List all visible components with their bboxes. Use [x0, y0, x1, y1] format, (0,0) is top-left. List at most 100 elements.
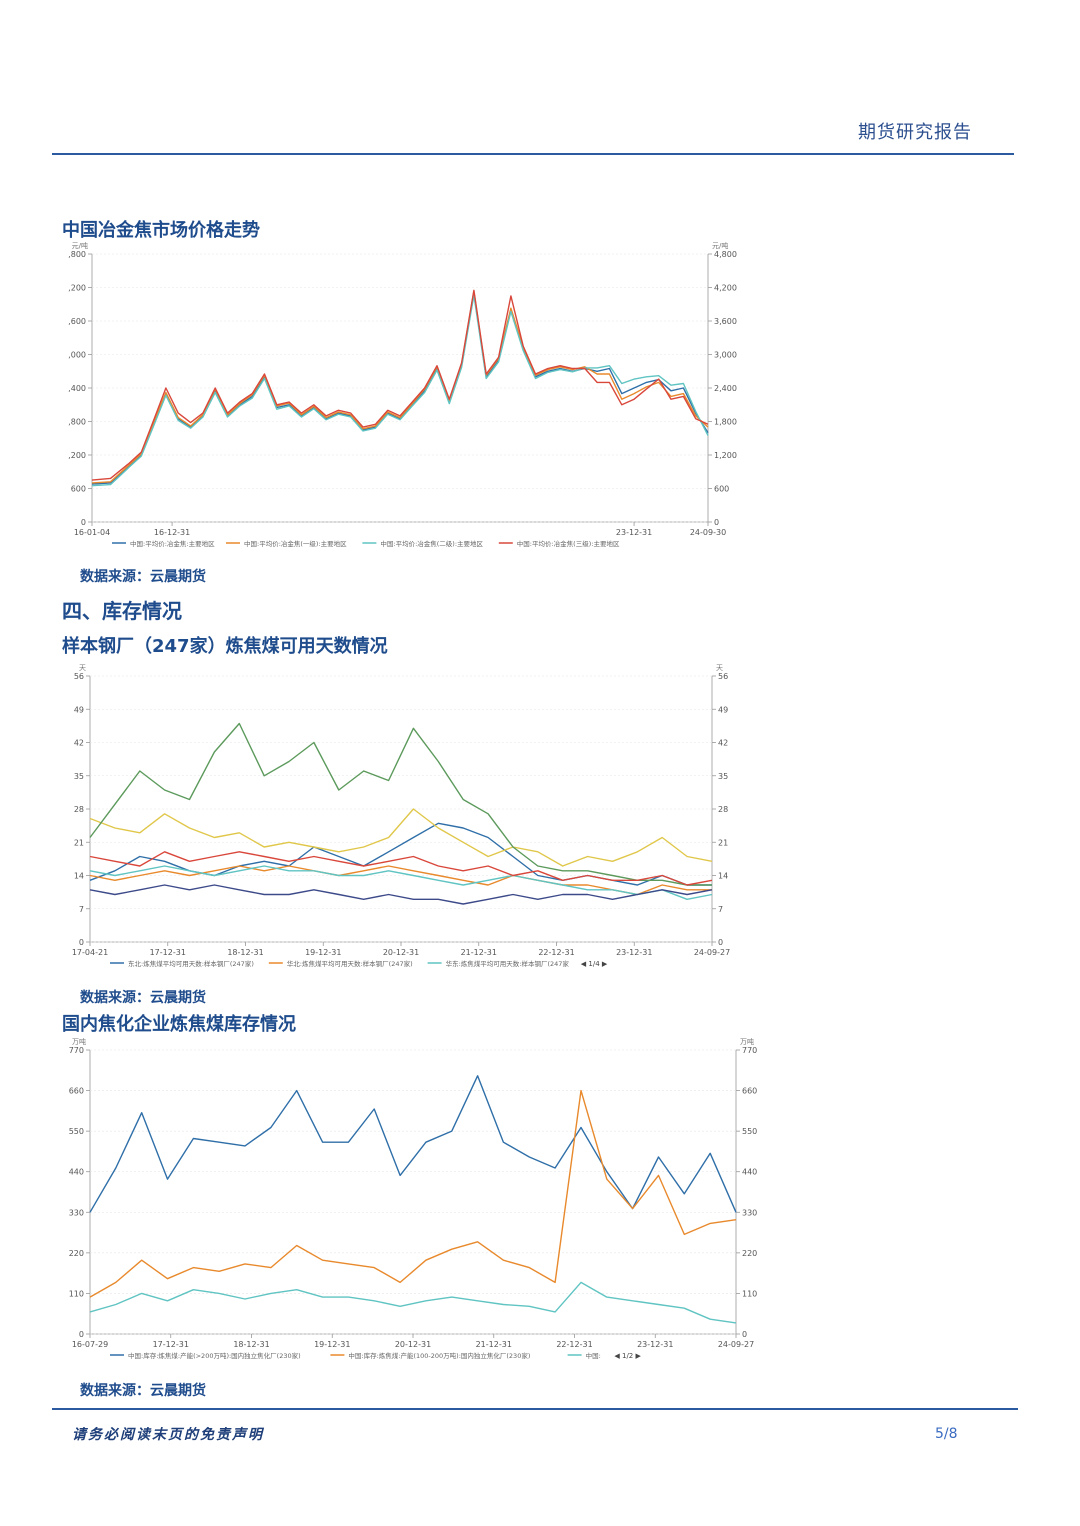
x-tick-label: 22-12-31 — [538, 948, 574, 957]
y-tick-label-left: 220 — [69, 1249, 84, 1258]
legend-page-indicator: ◀ 1/4 ▶ — [581, 960, 608, 968]
section-title-inventory: 四、库存情况 — [62, 599, 182, 623]
unit-left: 天 — [79, 664, 86, 672]
legend-entry: 东北:炼焦煤平均可用天数:样本钢厂(247家) — [128, 959, 254, 968]
unit-right: 元/吨 — [712, 241, 728, 250]
x-tick-label: 17-12-31 — [150, 948, 186, 957]
y-tick-label-left: 21 — [74, 838, 84, 847]
y-tick-label-right: 220 — [742, 1249, 757, 1258]
legend-entry: 中国:平均价:冶金焦:主要地区 — [130, 539, 215, 548]
y-tick-label-left: 3,000 — [68, 351, 86, 360]
report-type-label: 期货研究报告 — [858, 122, 972, 143]
y-tick-label-right: 2,400 — [714, 384, 737, 393]
x-tick-label: 20-12-31 — [383, 948, 419, 957]
y-tick-label-left: 2,400 — [68, 384, 86, 393]
series-line-1 — [91, 292, 709, 485]
unit-left: 万吨 — [72, 1037, 86, 1046]
x-tick-label: 17-12-31 — [153, 1340, 189, 1349]
y-tick-label-right: 4,200 — [714, 284, 737, 293]
y-tick-label-left: 7 — [79, 905, 84, 914]
x-tick-label: 24-09-27 — [718, 1340, 754, 1349]
x-tick-label: 16-07-29 — [72, 1340, 108, 1349]
y-tick-label-right: 56 — [718, 672, 728, 681]
y-tick-label-left: 35 — [74, 772, 84, 781]
series-line-3 — [91, 294, 709, 487]
y-tick-label-left: 440 — [69, 1168, 84, 1177]
chart3-source: 数据来源：云晨期货 — [80, 1383, 206, 1399]
x-tick-label: 21-12-31 — [476, 1340, 512, 1349]
series-line-4 — [91, 289, 709, 481]
y-tick-label-right: 330 — [742, 1208, 757, 1217]
y-tick-label-right: 3,000 — [714, 351, 737, 360]
chart2-days-available: 天 天 0 0 7 7 14 14 21 21 28 28 35 35 42 42 49 49 56 56 17-04-… — [72, 664, 730, 968]
legend-entry: 中国:平均价:冶金焦(二级):主要地区 — [380, 539, 483, 548]
chart3-title: 国内焦化企业炼焦煤库存情况 — [62, 1014, 296, 1035]
y-tick-label-right: 1,200 — [714, 451, 737, 460]
y-tick-label-left: 550 — [69, 1127, 84, 1136]
legend-entry: 中国:平均价:冶金焦(一级):主要地区 — [244, 539, 347, 548]
y-tick-label-right: 14 — [718, 872, 728, 881]
y-tick-label-right: 7 — [718, 905, 723, 914]
header-rule — [52, 153, 1014, 155]
y-tick-label-right: 600 — [714, 485, 729, 494]
series-line-3 — [89, 1281, 737, 1324]
x-tick-label: 21-12-31 — [461, 948, 497, 957]
series-line-3 — [89, 865, 713, 901]
legend-entry: 中国: — [586, 1351, 601, 1360]
chart2-title: 样本钢厂（247家）炼焦煤可用天数情况 — [62, 636, 388, 657]
y-tick-label-left: 4,200 — [68, 284, 86, 293]
series-line-2 — [89, 865, 712, 896]
x-tick-label: 24-09-30 — [690, 528, 726, 537]
footer-rule — [52, 1408, 1018, 1410]
series-line-1 — [89, 1075, 737, 1213]
y-tick-label-left: 110 — [69, 1289, 84, 1298]
series-line-4 — [89, 808, 713, 867]
x-tick-label: 22-12-31 — [556, 1340, 592, 1349]
x-tick-label: 16-12-31 — [154, 528, 190, 537]
series-line-7 — [89, 884, 713, 905]
y-tick-label-right: 35 — [718, 772, 728, 781]
y-tick-label-right: 110 — [742, 1289, 757, 1298]
unit-left: 元/吨 — [72, 241, 88, 250]
chart3-coking-coal-stock: 万吨 万吨 0 0 110 110 220 220 330 330 440 440 550 550 660 6… — [69, 1037, 758, 1360]
chart1-price-trend: 元/吨 元/吨 0 0 600 600 1,200 1,200 1,800 1,800 2,400 2… — [68, 241, 737, 548]
y-tick-label-left: 1,800 — [68, 418, 86, 427]
y-tick-label-left: 600 — [71, 485, 86, 494]
x-tick-label: 23-12-31 — [637, 1340, 673, 1349]
disclaimer-note: 请务必阅读末页的免责声明 — [72, 1427, 264, 1443]
x-tick-label: 19-12-31 — [305, 948, 341, 957]
chart2-source: 数据来源：云晨期货 — [80, 990, 206, 1006]
y-tick-label-left: 49 — [74, 705, 84, 714]
y-tick-label-left: 56 — [74, 672, 84, 681]
x-tick-label: 20-12-31 — [395, 1340, 431, 1349]
series-line-2 — [89, 1089, 737, 1298]
legend-entry: 华东:炼焦煤平均可用天数:样本钢厂(247家 — [446, 959, 570, 968]
y-tick-label-left: 14 — [74, 872, 84, 881]
x-tick-label: 18-12-31 — [227, 948, 263, 957]
y-tick-label-left: 330 — [69, 1208, 84, 1217]
x-tick-label: 16-01-04 — [74, 528, 110, 537]
y-tick-label-right: 3,600 — [714, 317, 737, 326]
y-tick-label-right: 1,800 — [714, 418, 737, 427]
legend-entry: 中国:平均价:冶金焦(三级):主要地区 — [517, 539, 620, 548]
y-tick-label-right: 28 — [718, 805, 728, 814]
legend-entry: 中国:库存:炼焦煤:产能(>200万吨):国内独立焦化厂(230家) — [128, 1351, 301, 1360]
legend-entry: 华北:炼焦煤平均可用天数:样本钢厂(247家) — [287, 959, 413, 968]
y-tick-label-right: 440 — [742, 1168, 757, 1177]
y-tick-label-left: 3,600 — [68, 317, 86, 326]
unit-right: 天 — [716, 664, 723, 672]
x-tick-label: 24-09-27 — [694, 948, 730, 957]
y-tick-label-right: 49 — [718, 705, 728, 714]
y-tick-label-right: 42 — [718, 739, 728, 748]
legend-entry: 中国:库存:炼焦煤:产能(100-200万吨):国内独立焦化厂(230家) — [348, 1351, 530, 1360]
y-tick-label-left: 660 — [69, 1087, 84, 1096]
chart1-title: 中国冶金焦市场价格走势 — [62, 220, 260, 241]
y-tick-label-left: 42 — [74, 739, 84, 748]
y-tick-label-right: 550 — [742, 1127, 757, 1136]
x-tick-label: 23-12-31 — [616, 528, 652, 537]
y-tick-label-left: 0 — [79, 938, 84, 947]
unit-right: 万吨 — [740, 1037, 754, 1046]
y-tick-label-right: 660 — [742, 1087, 757, 1096]
series-line-5 — [89, 722, 712, 886]
x-tick-label: 18-12-31 — [233, 1340, 269, 1349]
